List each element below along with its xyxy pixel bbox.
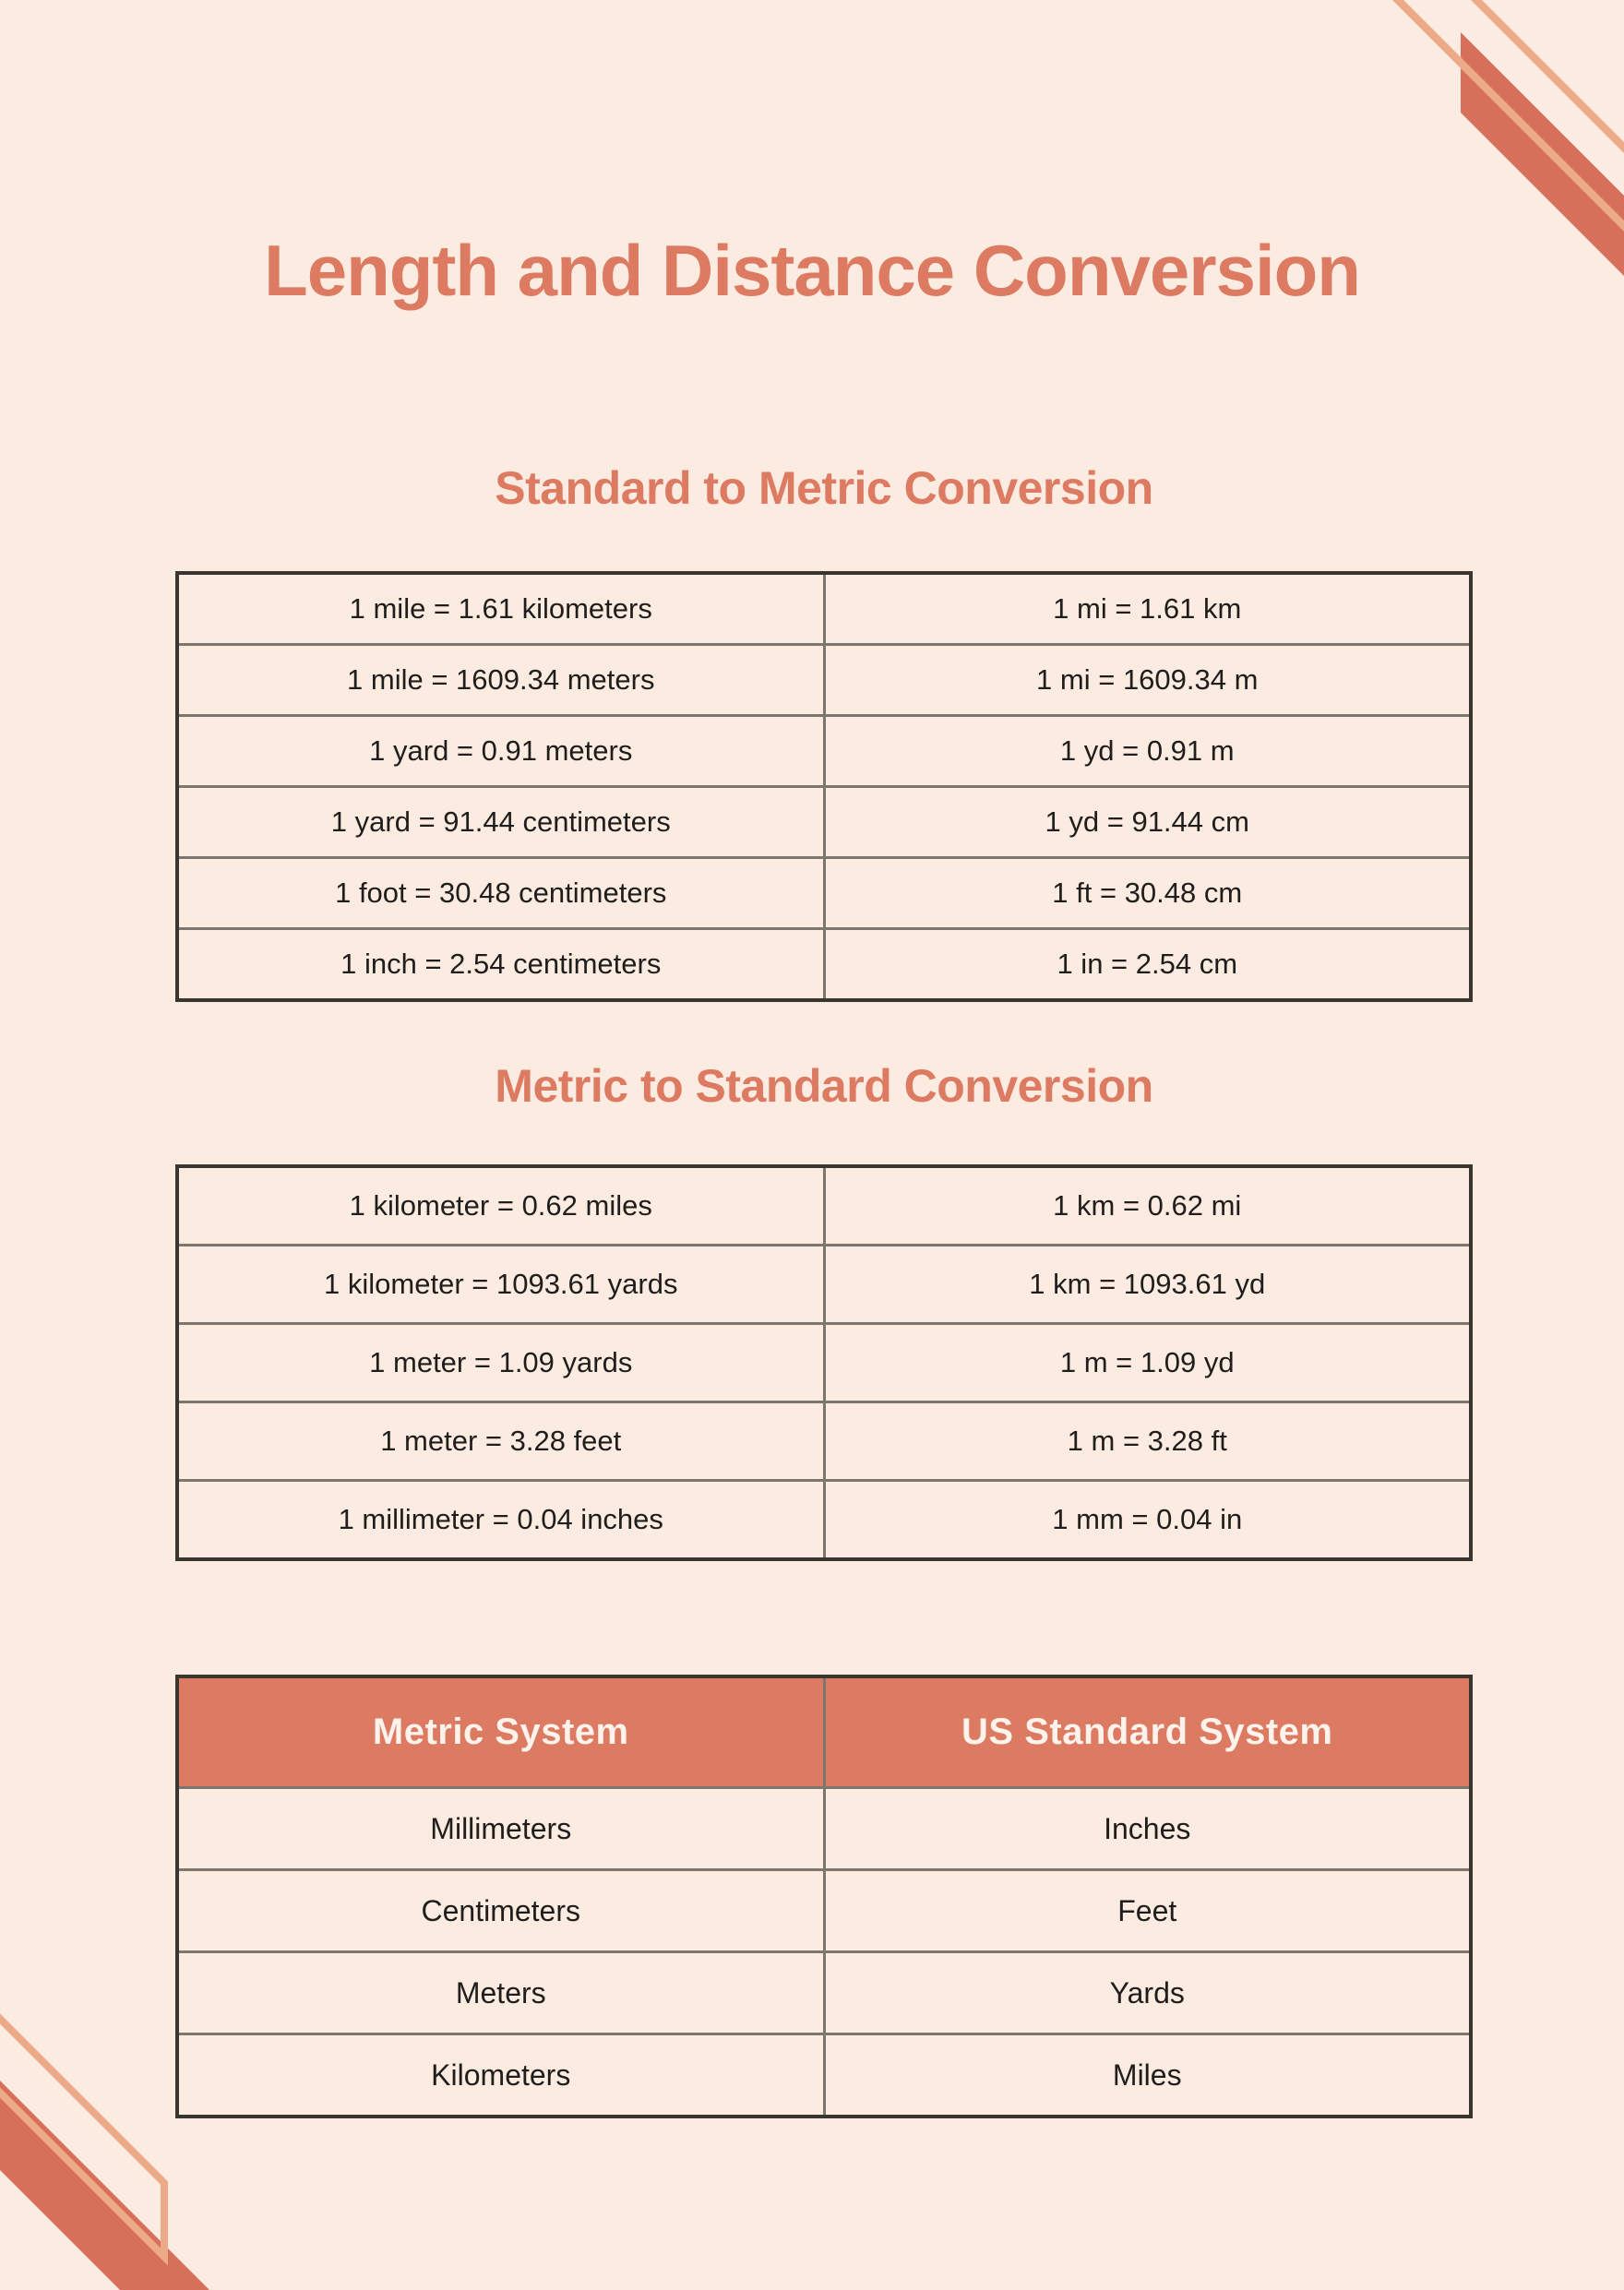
conversion-short: 1 mm = 0.04 in [822, 1479, 1473, 1561]
section-1-heading: Standard to Metric Conversion [495, 462, 1153, 514]
metric-system-header: Metric System [175, 1675, 826, 1789]
bottom-left-outline [0, 2013, 168, 2266]
conversion-short: 1 yd = 91.44 cm [822, 785, 1473, 859]
table-row: 1 foot = 30.48 centimeters 1 ft = 30.48 … [175, 856, 1473, 930]
metric-to-standard-table: 1 kilometer = 0.62 miles 1 km = 0.62 mi … [175, 1164, 1473, 1561]
table-row: 1 meter = 3.28 feet 1 m = 3.28 ft [175, 1401, 1473, 1482]
conversion-short: 1 m = 1.09 yd [822, 1322, 1473, 1403]
conversion-short: 1 m = 3.28 ft [822, 1401, 1473, 1482]
standard-unit: Inches [822, 1786, 1473, 1871]
system-comparison-table: Metric System US Standard System Millime… [175, 1675, 1473, 2118]
conversion-long: 1 meter = 3.28 feet [175, 1401, 826, 1482]
metric-unit: Kilometers [175, 2033, 826, 2118]
metric-unit: Meters [175, 1950, 826, 2035]
conversion-short: 1 mi = 1609.34 m [822, 643, 1473, 717]
us-standard-system-header: US Standard System [822, 1675, 1473, 1789]
conversion-long: 1 yard = 91.44 centimeters [175, 785, 826, 859]
page-title: Length and Distance Conversion [264, 230, 1361, 311]
metric-unit: Centimeters [175, 1868, 826, 1953]
conversion-short: 1 yd = 0.91 m [822, 714, 1473, 788]
conversion-long: 1 yard = 0.91 meters [175, 714, 826, 788]
table-row: 1 yard = 0.91 meters 1 yd = 0.91 m [175, 714, 1473, 788]
table-row: 1 millimeter = 0.04 inches 1 mm = 0.04 i… [175, 1479, 1473, 1561]
conversion-long: 1 millimeter = 0.04 inches [175, 1479, 826, 1561]
conversion-short: 1 mi = 1.61 km [822, 571, 1473, 646]
table-row: 1 kilometer = 0.62 miles 1 km = 0.62 mi [175, 1164, 1473, 1246]
table-row: Centimeters Feet [175, 1868, 1473, 1953]
conversion-long: 1 mile = 1.61 kilometers [175, 571, 826, 646]
table-row: Millimeters Inches [175, 1786, 1473, 1871]
metric-unit: Millimeters [175, 1786, 826, 1871]
table-row: Meters Yards [175, 1950, 1473, 2035]
table-row: 1 inch = 2.54 centimeters 1 in = 2.54 cm [175, 927, 1473, 1002]
standard-unit: Yards [822, 1950, 1473, 2035]
table-row: 1 meter = 1.09 yards 1 m = 1.09 yd [175, 1322, 1473, 1403]
conversion-short: 1 km = 1093.61 yd [822, 1244, 1473, 1325]
conversion-short: 1 in = 2.54 cm [822, 927, 1473, 1002]
standard-to-metric-table: 1 mile = 1.61 kilometers 1 mi = 1.61 km … [175, 571, 1473, 1002]
table-row: 1 yard = 91.44 centimeters 1 yd = 91.44 … [175, 785, 1473, 859]
conversion-long: 1 foot = 30.48 centimeters [175, 856, 826, 930]
conversion-short: 1 ft = 30.48 cm [822, 856, 1473, 930]
table-row: 1 mile = 1609.34 meters 1 mi = 1609.34 m [175, 643, 1473, 717]
conversion-long: 1 mile = 1609.34 meters [175, 643, 826, 717]
conversion-short: 1 km = 0.62 mi [822, 1164, 1473, 1246]
conversion-long: 1 inch = 2.54 centimeters [175, 927, 826, 1002]
conversion-long: 1 kilometer = 0.62 miles [175, 1164, 826, 1246]
standard-unit: Feet [822, 1868, 1473, 1953]
table-header-row: Metric System US Standard System [175, 1675, 1473, 1789]
conversion-long: 1 meter = 1.09 yards [175, 1322, 826, 1403]
section-2-heading: Metric to Standard Conversion [495, 1060, 1153, 1112]
top-right-band [1461, 32, 1624, 276]
table-row: 1 kilometer = 1093.61 yards 1 km = 1093.… [175, 1244, 1473, 1325]
table-row: 1 mile = 1.61 kilometers 1 mi = 1.61 km [175, 571, 1473, 646]
conversion-long: 1 kilometer = 1093.61 yards [175, 1244, 826, 1325]
top-right-stripe-outer [1471, 0, 1624, 153]
standard-unit: Miles [822, 2033, 1473, 2118]
table-row: Kilometers Miles [175, 2033, 1473, 2118]
